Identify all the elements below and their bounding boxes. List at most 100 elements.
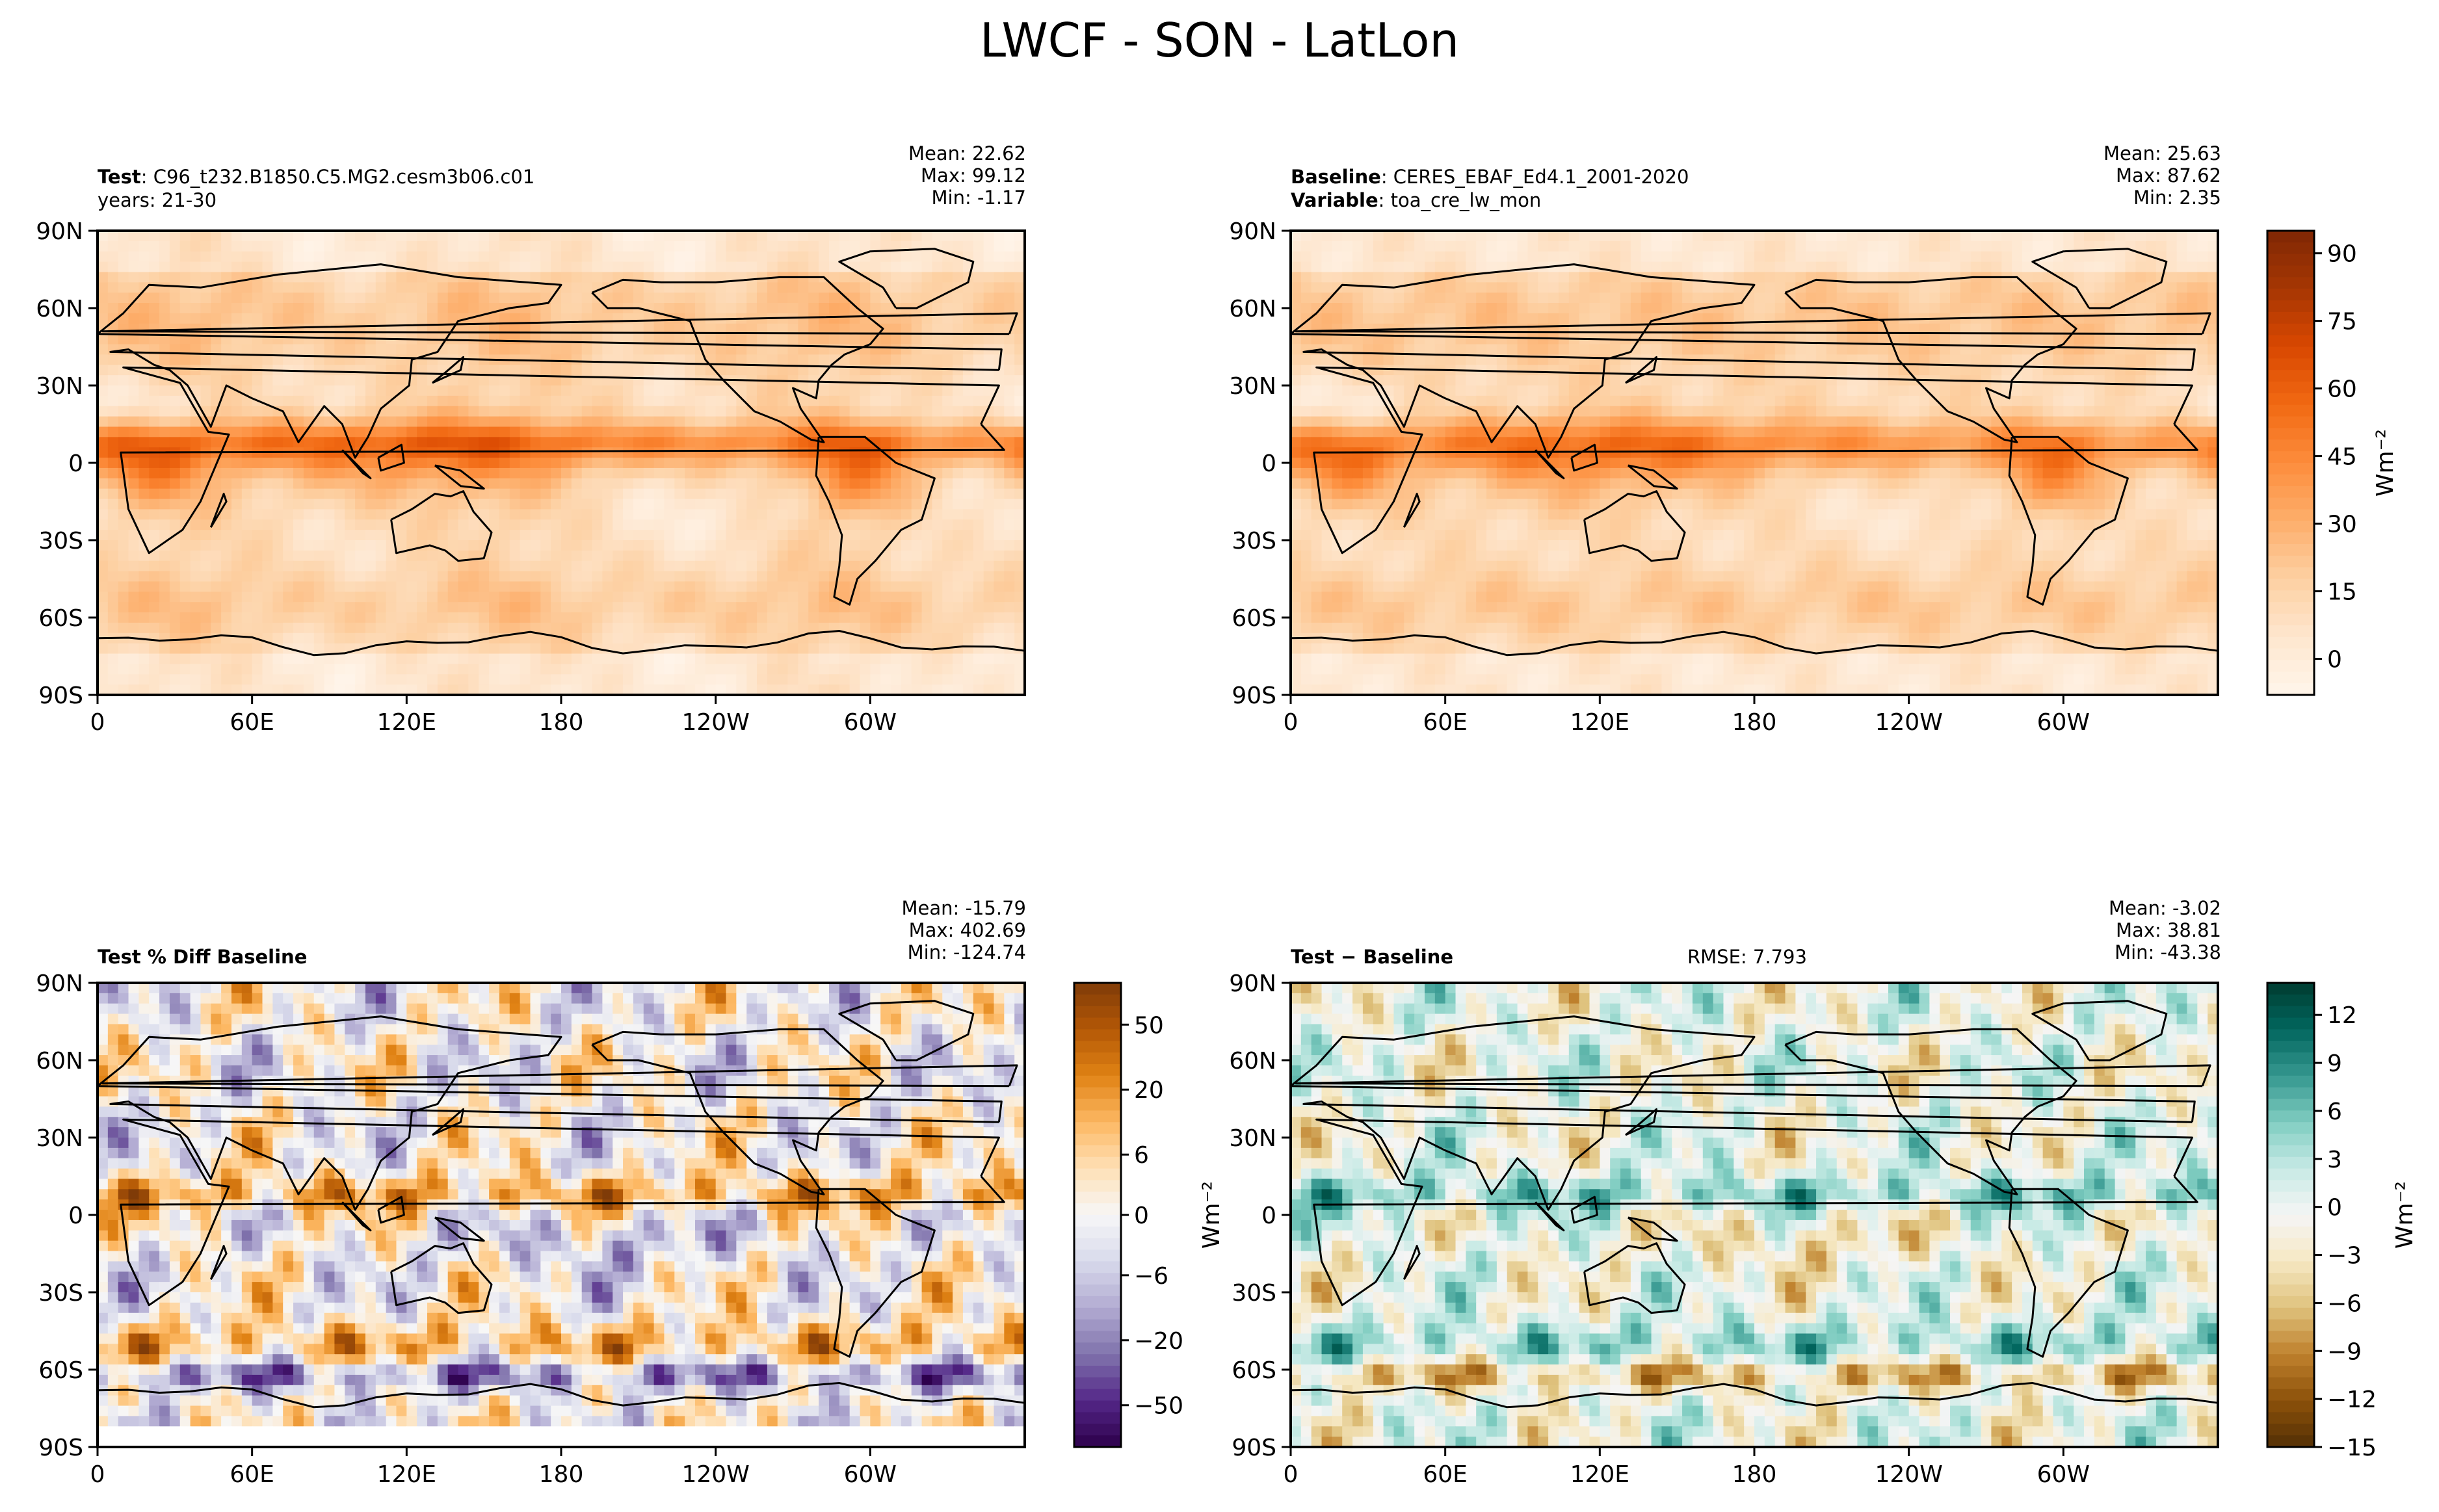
map-cell (2074, 272, 2085, 283)
map-cell (396, 560, 407, 572)
map-cell (458, 293, 469, 304)
map-cell (613, 664, 624, 675)
map-cell (1600, 293, 1611, 304)
map-cell (581, 251, 593, 263)
map-cell (128, 478, 139, 489)
map-cell (808, 488, 819, 500)
map-cell (427, 478, 438, 489)
map-cell (241, 571, 253, 582)
map-cell (520, 344, 531, 355)
map-cell (283, 622, 294, 634)
map-cell (118, 426, 129, 437)
map-cell (839, 313, 850, 324)
map-cell (891, 560, 902, 572)
map-cell (324, 540, 336, 551)
map-cell (777, 674, 789, 685)
map-cell (437, 447, 449, 458)
map-cell (746, 303, 758, 314)
map-cell (107, 540, 119, 551)
diff-stat-max: Max: 38.81 (2109, 919, 2221, 941)
map-cell (396, 354, 407, 365)
map-cell (98, 560, 109, 572)
map-cell (386, 602, 397, 613)
map-cell (283, 303, 294, 314)
map-cell (1589, 231, 1600, 242)
map-cell (633, 622, 644, 634)
map-cell (849, 395, 861, 407)
map-cell (1878, 251, 1889, 263)
map-cell (118, 664, 129, 675)
map-cell (293, 622, 304, 634)
map-cell (303, 293, 315, 304)
map-cell (375, 571, 387, 582)
map-cell (262, 499, 273, 510)
map-cell (324, 622, 336, 634)
map-cell (138, 467, 150, 479)
map-cell (1774, 303, 1786, 314)
map-cell (602, 592, 613, 603)
map-cell (417, 241, 428, 252)
map-cell (870, 560, 881, 572)
map-cell (355, 303, 366, 314)
map-cell (334, 303, 345, 314)
map-cell (973, 395, 984, 407)
map-cell (283, 395, 294, 407)
baseline-stat-min: Min: 2.35 (2103, 187, 2221, 209)
map-cell (551, 581, 562, 592)
map-cell (808, 560, 819, 572)
map-cell (592, 416, 603, 428)
map-cell (406, 437, 417, 448)
map-cell (973, 509, 984, 520)
map-cell (437, 643, 449, 655)
map-cell (643, 674, 655, 685)
map-cell (334, 499, 345, 510)
map-cell (159, 674, 170, 685)
map-cell (839, 406, 850, 417)
map-cell (396, 375, 407, 386)
map-cell (262, 653, 273, 664)
map-cell (499, 530, 510, 541)
map-cell (643, 282, 655, 293)
map-cell (149, 653, 160, 664)
map-cell (138, 612, 150, 623)
map-cell (746, 643, 758, 655)
map-cell (777, 571, 789, 582)
map-cell (479, 406, 490, 417)
map-cell (138, 458, 150, 469)
map-cell (509, 581, 521, 592)
map-cell (1004, 447, 1015, 458)
map-cell (417, 293, 428, 304)
map-cell (169, 540, 181, 551)
map-cell (1004, 303, 1015, 314)
map-cell (921, 251, 932, 263)
map-cell (107, 241, 119, 252)
map-cell (1672, 261, 1683, 273)
map-cell (241, 303, 253, 314)
map-cell (736, 447, 747, 458)
map-cell (355, 622, 366, 634)
map-cell (417, 592, 428, 603)
map-cell (334, 592, 345, 603)
map-cell (489, 581, 500, 592)
map-cell (983, 293, 995, 304)
map-cell (911, 632, 923, 644)
map-cell (530, 602, 541, 613)
map-cell (530, 592, 541, 603)
map-cell (613, 519, 624, 530)
map-cell (870, 395, 881, 407)
map-cell (736, 365, 747, 376)
map-cell (819, 550, 830, 562)
map-cell (427, 406, 438, 417)
map-cell (994, 592, 1005, 603)
map-cell (334, 261, 345, 273)
map-cell (798, 540, 809, 551)
map-cell (932, 560, 943, 572)
map-cell (1332, 323, 1343, 335)
map-cell (179, 632, 191, 644)
map-cell (509, 612, 521, 623)
map-cell (1466, 313, 1477, 324)
map-cell (1991, 241, 2002, 252)
map-cell (798, 643, 809, 655)
map-cell (396, 643, 407, 655)
map-cell (2187, 282, 2198, 293)
